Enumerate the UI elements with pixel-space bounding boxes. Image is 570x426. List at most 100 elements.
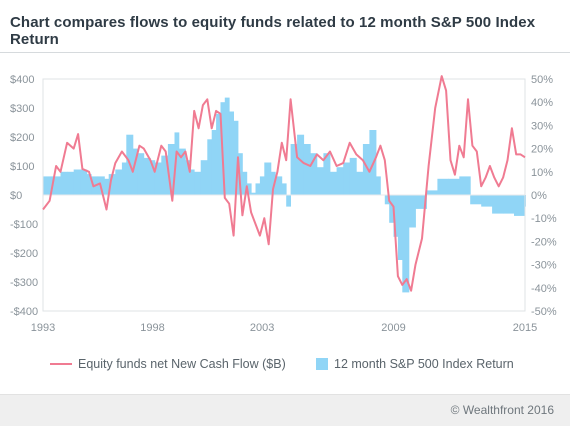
sp500-bar (60, 171, 68, 195)
legend-item-cash-flow: Equity funds net New Cash Flow ($B) (50, 357, 286, 371)
sp500-bar (73, 169, 81, 195)
left-axis: $400 $300 $200 $100 $0 -$100 -$200 -$300 -$400 (10, 74, 38, 318)
left-tick-label: $100 (10, 161, 34, 173)
sp500-bar (384, 195, 390, 205)
sp500-bar (281, 183, 287, 195)
sp500-bar (150, 160, 156, 195)
sp500-bar (115, 169, 123, 195)
sp500-bar (137, 153, 145, 195)
sp500-bar (178, 148, 186, 195)
sp500-bar (224, 97, 230, 195)
right-tick-label: -10% (531, 213, 557, 225)
sp500-bar (104, 178, 110, 195)
left-tick-label: -$300 (10, 277, 38, 289)
line-swatch-icon (50, 363, 72, 365)
right-tick-label: 20% (531, 144, 553, 156)
sp500-bar (448, 178, 460, 195)
sp500-bar (286, 195, 291, 207)
legend: Equity funds net New Cash Flow ($B) 12 m… (0, 357, 570, 375)
cash-flow-line (42, 75, 526, 292)
sp500-bar (174, 132, 180, 195)
sp500-bar (242, 171, 248, 195)
sp500-bar (426, 190, 438, 195)
sp500-bar (514, 195, 526, 216)
sp500-bar (194, 171, 202, 195)
legend-item-sp500: 12 month S&P 500 Index Return (316, 357, 514, 371)
sp500-bar (143, 157, 151, 195)
right-tick-label: -40% (531, 283, 557, 295)
sp500-bar (86, 174, 92, 195)
sp500-bar (200, 160, 208, 195)
sp500-bar (437, 178, 449, 195)
sp500-bar (362, 144, 370, 195)
sp500-bar (216, 113, 221, 195)
sp500-bar (389, 195, 394, 223)
sp500-bar (229, 111, 234, 195)
sp500-bar (459, 176, 471, 195)
sp500-bar (211, 130, 217, 195)
right-axis: 50% 40% 30% 20% 10% 0% -10% -20% -30% -40% -50% (531, 74, 557, 318)
sp500-bar (349, 157, 357, 195)
sp500-bar (121, 162, 127, 195)
right-tick-label: -50% (531, 306, 557, 318)
right-tick-label: 50% (531, 74, 553, 86)
sp500-bar (270, 171, 276, 195)
x-tick-label: 1998 (140, 322, 164, 334)
sp500-bar (323, 153, 331, 195)
left-tick-label: $200 (10, 132, 34, 144)
left-tick-label: -$200 (10, 248, 38, 260)
sp500-bar (402, 195, 410, 293)
line-layer (42, 75, 526, 292)
sp500-bar (264, 162, 272, 195)
sp500-bar (80, 169, 88, 195)
sp500-bar (393, 195, 399, 237)
sp500-bar (207, 139, 213, 195)
legend-label-sp500: 12 month S&P 500 Index Return (334, 357, 514, 371)
sp500-bar (238, 153, 243, 195)
sp500-bar (356, 171, 364, 195)
footer: © Wealthfront 2016 (0, 394, 570, 426)
sp500-bar (161, 155, 169, 195)
sp500-bar (330, 171, 337, 195)
plot-frame (42, 78, 526, 312)
right-tick-label: 30% (531, 120, 553, 132)
sp500-bar (470, 195, 482, 205)
copyright-text: © Wealthfront 2016 (450, 403, 554, 417)
sp500-bar (233, 120, 239, 195)
left-tick-label: -$400 (10, 306, 38, 318)
box-swatch-icon (316, 358, 328, 370)
right-tick-label: -20% (531, 236, 557, 248)
right-tick-label: 40% (531, 97, 553, 109)
sp500-bar (167, 144, 175, 195)
sp500-bar (275, 176, 283, 195)
sp500-bar (310, 153, 318, 195)
right-tick-label: -30% (531, 260, 557, 272)
left-tick-label: $400 (10, 74, 34, 86)
sp500-bar (108, 174, 116, 195)
sp500-bar (415, 195, 427, 209)
sp500-bar (303, 144, 311, 195)
sp500-bar (376, 176, 381, 195)
x-tick-label: 2015 (513, 322, 537, 334)
sp500-bar (51, 176, 61, 195)
sp500-bar (189, 169, 195, 195)
sp500-bar (259, 176, 265, 195)
chart-title: Chart compares flows to equity funds rel… (10, 14, 536, 48)
sp500-bar (154, 162, 162, 195)
sp500-bar (492, 195, 504, 214)
sp500-bar (316, 167, 324, 195)
x-axis: 1993 1998 2003 2009 2015 (31, 322, 537, 334)
right-tick-label: 0% (531, 190, 547, 202)
x-tick-label: 2003 (250, 322, 274, 334)
sp500-bar (397, 195, 403, 260)
right-tick-label: 10% (531, 167, 553, 179)
legend-label-cash-flow: Equity funds net New Cash Flow ($B) (78, 357, 286, 371)
sp500-bar (408, 195, 416, 228)
sp500-bar (43, 176, 53, 195)
sp500-bar (251, 192, 256, 195)
chart-plot: $400 $300 $200 $100 $0 -$100 -$200 -$300 -$400 5… (10, 74, 557, 334)
left-tick-label: $0 (10, 190, 22, 202)
sp500-bar (67, 171, 75, 195)
x-tick-label: 1993 (31, 322, 55, 334)
sp500-bar (297, 134, 305, 195)
